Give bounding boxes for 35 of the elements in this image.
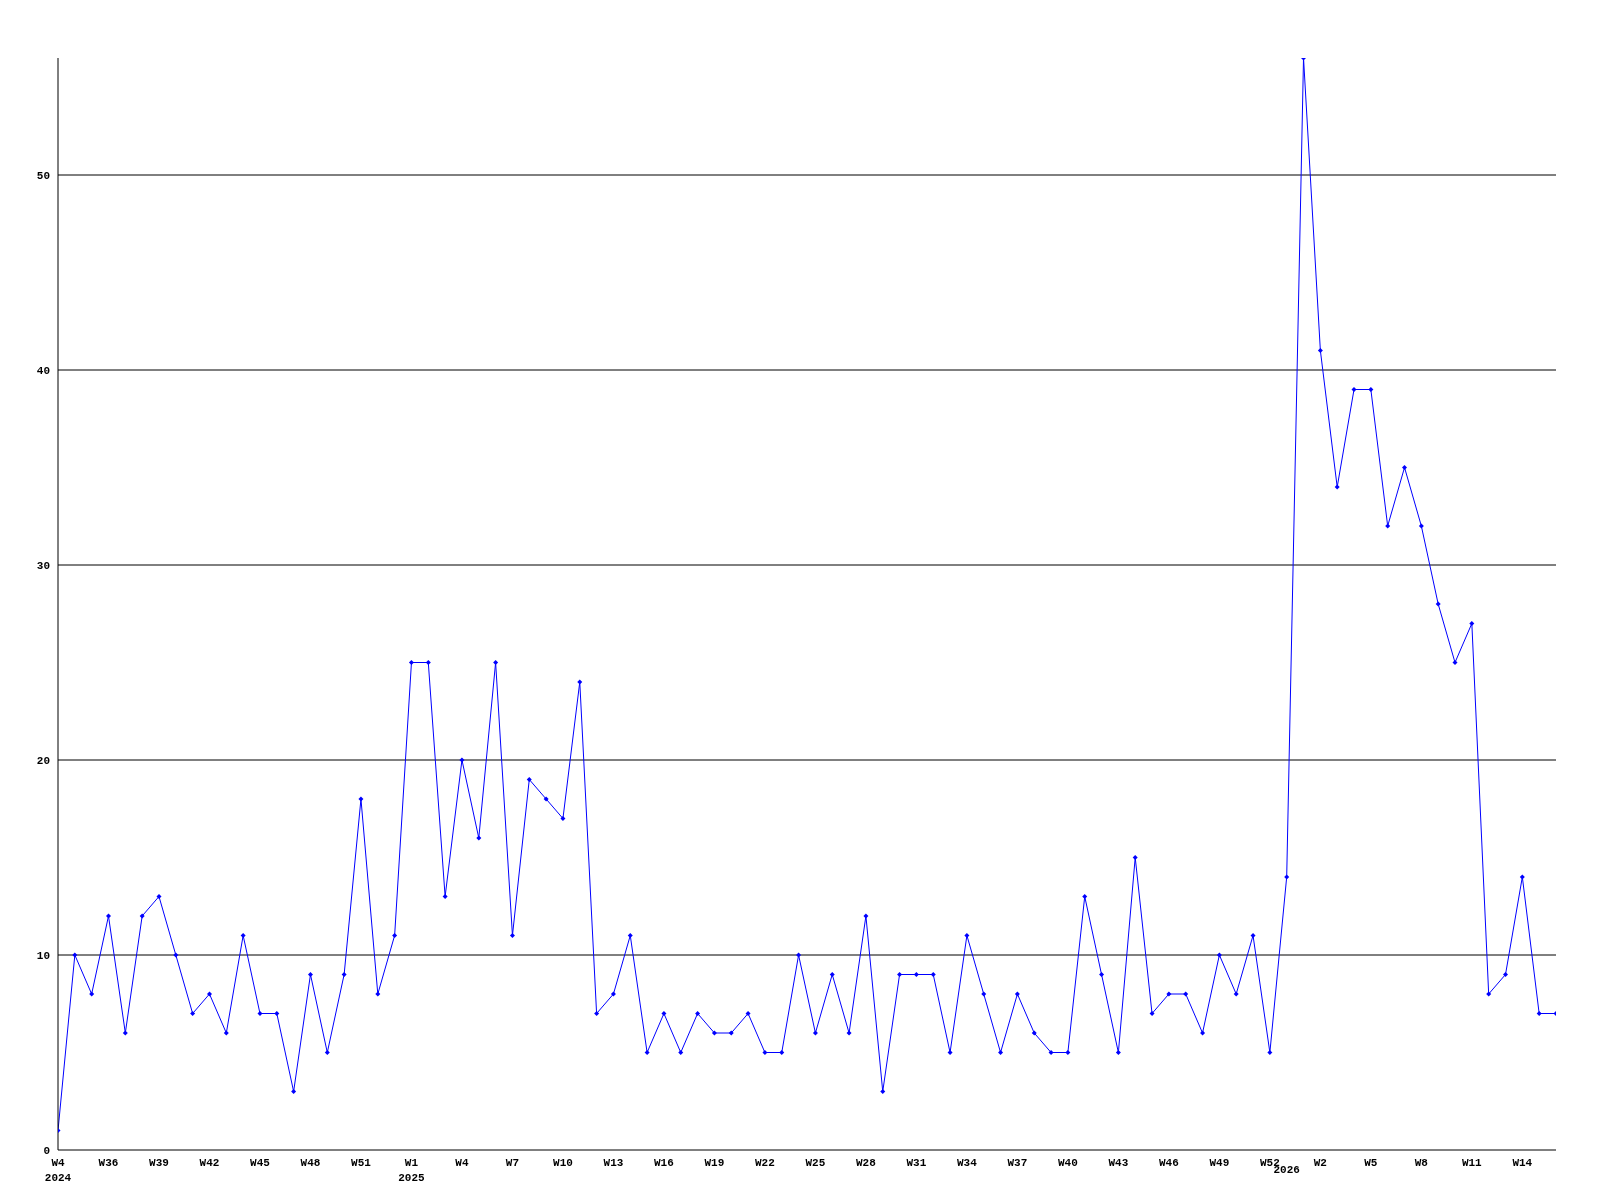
x-tick-label: W1 2025 [398, 1157, 426, 1184]
x-tick-label: W19 [704, 1157, 725, 1169]
x-tick-label: W8 [1414, 1157, 1429, 1169]
x-tick-label: W40 [1057, 1157, 1078, 1169]
x-tick-label: W43 [1108, 1157, 1129, 1169]
x-tick-label: W11 [1461, 1157, 1483, 1169]
x-tick-label: W31 [906, 1157, 927, 1169]
x-tick-label: W28 [856, 1157, 877, 1169]
x-tick-label: W10 [553, 1157, 573, 1169]
x-tick-label: W16 [654, 1157, 674, 1169]
y-tick-label: 10 [36, 949, 50, 962]
y-tick-label: 30 [36, 559, 50, 572]
x-tick-label: W14 [1512, 1157, 1533, 1169]
x-tick-label: W7 [505, 1157, 520, 1169]
x-tick-label: W5 [1364, 1157, 1378, 1169]
x-tick-label: W49 [1209, 1157, 1230, 1169]
x-tick-label: W37 [1007, 1157, 1028, 1169]
y-tick-label: 50 [36, 169, 50, 182]
y-tick-label: 20 [36, 754, 50, 767]
x-tick-label: W45 [250, 1157, 271, 1169]
x-tick-label: W22 [755, 1157, 775, 1169]
x-tick-label: W4 2024 [44, 1157, 72, 1184]
x-tick-label: W4 [455, 1157, 469, 1169]
x-tick-label: W13 [603, 1157, 624, 1169]
x-tick-label: W39 [149, 1157, 169, 1169]
x-tick-label: W2 [1313, 1157, 1327, 1169]
x-tick-label: W25 [805, 1157, 826, 1169]
x-tick-label: W36 [98, 1157, 119, 1169]
x-tick-label: W51 [351, 1157, 372, 1169]
x-tick-label: W46 [1158, 1157, 1179, 1169]
x-tick-label: W42 [199, 1157, 220, 1169]
x-tick-label: W48 [300, 1157, 321, 1169]
y-tick-label: 0 [43, 1144, 50, 1157]
y-tick-label: 40 [36, 364, 50, 377]
x-tick-label: W34 [956, 1157, 978, 1169]
